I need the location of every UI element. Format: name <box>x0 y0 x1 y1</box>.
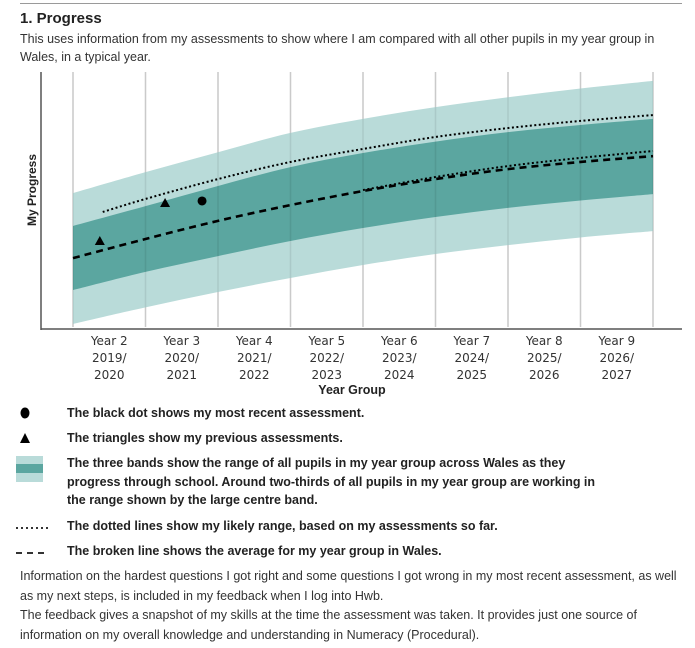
x-tick-label: Year 7 2024/2025 <box>452 334 490 382</box>
x-tick-label: Year 9 2026/2027 <box>597 334 635 382</box>
assessment-markers <box>94 196 207 246</box>
legend-text: The dotted lines show my likely range, b… <box>67 519 498 533</box>
legend-text: The broken line shows the average for my… <box>67 544 442 558</box>
x-tick-label: Year 5 2022/2023 <box>307 334 345 382</box>
triangle-icon <box>20 433 30 443</box>
likely-range-lower-line <box>362 150 654 192</box>
footer-paragraph-snapshot: The feedback gives a snapshot of my skil… <box>20 608 637 642</box>
previous-assessment-triangle <box>94 236 105 246</box>
legend-text: The triangles show my previous assessmen… <box>67 431 343 445</box>
bands <box>72 72 654 327</box>
progress-chart: My Progress Year 2 2019/2020 Year 3 2020/20… <box>25 72 682 397</box>
x-tick-label: Year 3 2020/2021 <box>162 334 200 382</box>
x-tick-label: Year 8 2025/2026 <box>525 334 563 382</box>
dot-icon <box>20 407 30 419</box>
x-axis-label: Year Group <box>318 383 386 397</box>
legend-text: The three bands show the range of all pu… <box>67 456 596 507</box>
footer-notes: Information on the hardest questions I g… <box>20 567 688 645</box>
y-axis-label: My Progress <box>25 154 39 226</box>
dashed-line-icon <box>16 552 48 554</box>
x-tick-labels: Year 2 2019/2020 Year 3 2020/2021 Year 4 2021… <box>90 334 635 382</box>
x-tick-label: Year 4 2021/2022 <box>235 334 273 382</box>
average-line <box>72 154 654 260</box>
section-subtitle: This uses information from my assessment… <box>20 32 655 64</box>
footer-paragraph-feedback: Information on the hardest questions I g… <box>20 569 677 603</box>
x-tick-label: Year 6 2023/2024 <box>380 334 418 382</box>
dotted-line-icon <box>16 527 48 529</box>
likely-range-upper-line <box>102 114 654 213</box>
recent-assessment-dot <box>197 196 207 206</box>
section-divider <box>20 3 682 4</box>
bands-swatch-icon <box>16 456 43 482</box>
x-tick-label: Year 2 2019/2020 <box>90 334 128 382</box>
legend-text: The black dot shows my most recent asses… <box>67 406 365 420</box>
previous-assessment-triangle <box>160 198 171 208</box>
series-lines <box>72 114 654 260</box>
section-title: 1. Progress <box>20 10 102 27</box>
inner-band <box>73 118 653 290</box>
